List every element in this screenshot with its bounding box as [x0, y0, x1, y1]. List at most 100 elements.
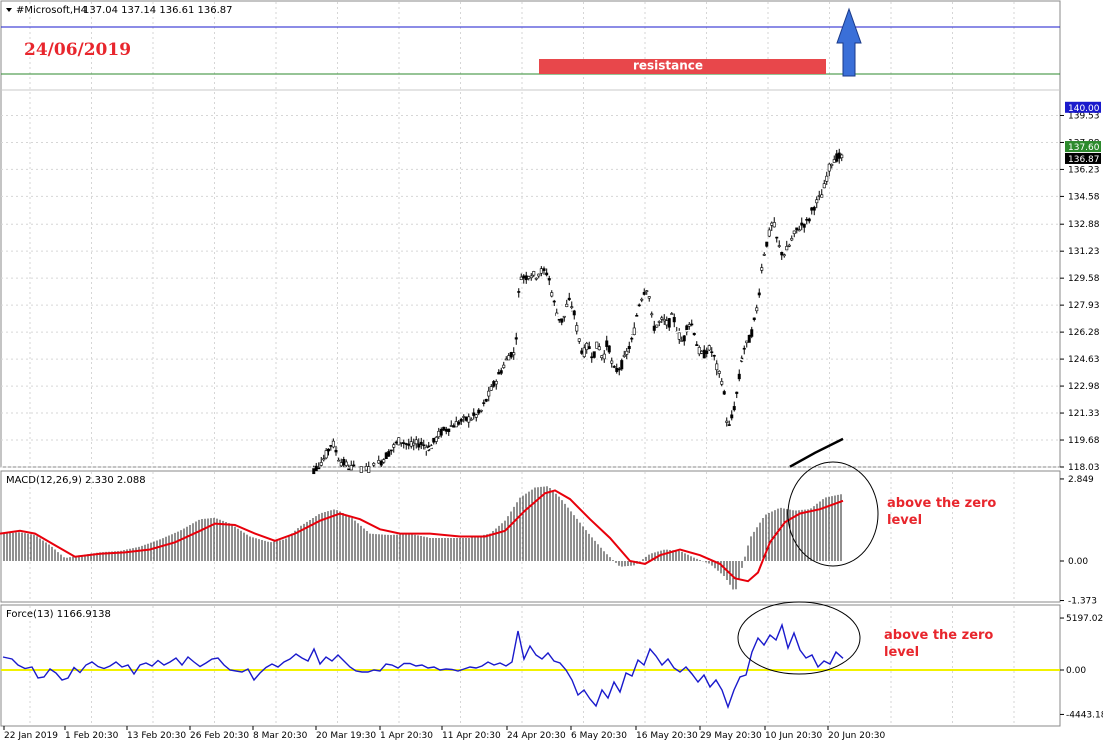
level-label-box — [1065, 101, 1101, 113]
time-axis: 22 Jan 2019 1 Feb 20:30 13 Feb 20:30 26 Feb… — [3, 726, 885, 741]
candle-body — [462, 416, 466, 418]
price-panel[interactable] — [0, 0, 1061, 468]
candle-body — [690, 323, 694, 326]
candle-body — [542, 268, 546, 271]
price-tick-label: 129.58 — [1068, 274, 1100, 284]
time-tick-label: 10 Jun 20:30 — [765, 731, 822, 741]
time-tick-label: 20 Mar 19:30 — [316, 731, 376, 741]
candle-body — [439, 429, 443, 436]
candle-body — [454, 421, 458, 428]
candle-body — [382, 459, 386, 463]
time-tick-label: 8 Mar 20:30 — [253, 731, 308, 741]
macd-annotation-line1: above the zero — [887, 496, 996, 511]
candle-body — [379, 460, 383, 466]
candle-body — [359, 466, 363, 473]
macd-panel[interactable] — [0, 470, 1061, 603]
candle-body — [715, 363, 719, 371]
candle-body — [757, 292, 761, 296]
candle-body — [322, 458, 326, 461]
candle-body — [770, 222, 774, 226]
candle-body — [792, 230, 796, 234]
time-tick-label: 1 Apr 20:30 — [380, 731, 433, 741]
candle-body — [687, 324, 691, 327]
candle-body — [334, 449, 338, 453]
candle-body — [314, 465, 318, 472]
candle-body — [524, 275, 528, 281]
price-tick-label: 127.93 — [1068, 301, 1100, 311]
candle-body — [449, 425, 453, 427]
resistance-box[interactable] — [539, 59, 826, 74]
candle-body — [560, 318, 564, 323]
dropdown-triangle-icon[interactable] — [6, 8, 12, 12]
candle-body — [497, 371, 501, 375]
candle-body — [472, 412, 476, 416]
candle-body — [620, 360, 624, 370]
price-tick-label: 118.03 — [1068, 463, 1100, 473]
candle-body — [595, 341, 599, 349]
candle-body — [647, 296, 651, 299]
candle-body — [767, 229, 771, 237]
candle-body — [752, 317, 756, 320]
chart-ohlc: 137.04 137.14 136.61 136.87 — [83, 5, 233, 16]
force-panel[interactable] — [0, 604, 1061, 727]
candle-body — [444, 428, 448, 432]
candle-body — [477, 409, 481, 414]
candle-body — [797, 229, 801, 232]
candle-body — [387, 451, 391, 457]
candle-body — [585, 342, 589, 350]
candle-body — [565, 303, 569, 307]
candle-body — [635, 315, 639, 317]
force-annotation-line2: level — [884, 645, 919, 660]
candle-body — [637, 304, 641, 307]
candle-body — [389, 449, 393, 452]
price-axis: 139.53137.88136.23134.58132.88131.23129.… — [1060, 111, 1100, 473]
candle-body — [660, 317, 664, 320]
candle-body — [735, 391, 739, 394]
candle-body — [592, 351, 596, 358]
candle-body — [517, 291, 521, 293]
candle-body — [326, 448, 330, 452]
candle-body — [810, 207, 814, 211]
candle-body — [397, 437, 401, 446]
candle-body — [392, 444, 396, 448]
candle-body — [331, 440, 335, 448]
moving-average-line — [394, 210, 844, 468]
candle-body — [412, 442, 416, 446]
candle-body — [800, 222, 804, 226]
candle-body — [467, 416, 471, 423]
candle-body — [572, 310, 576, 316]
candle-body — [482, 402, 486, 404]
candle-body — [692, 332, 696, 336]
up-arrow-icon[interactable] — [836, 7, 862, 77]
candle-body — [815, 199, 819, 204]
candle-body — [545, 272, 549, 276]
candle-body — [582, 347, 586, 357]
candle-body — [384, 452, 388, 459]
candle-body — [640, 298, 644, 301]
price-tick-label: 122.98 — [1068, 382, 1100, 392]
chart-symbol: #Microsoft,H4 — [16, 5, 87, 16]
macd-title: MACD(12,26,9) 2.330 2.088 — [6, 475, 146, 486]
candle-body — [685, 325, 689, 333]
force-highlight-ellipse — [737, 601, 861, 675]
candle-body — [720, 381, 724, 385]
force-annotation-line1: above the zero — [884, 628, 993, 643]
candle-body — [825, 175, 829, 182]
candle-body — [317, 467, 321, 470]
candle-body — [605, 340, 609, 347]
candle-body — [662, 319, 666, 322]
candle-body — [670, 313, 674, 315]
candle-body — [407, 443, 411, 446]
candle-body — [504, 358, 508, 361]
candle-body — [519, 276, 523, 281]
candle-body — [727, 424, 731, 426]
candle-body — [344, 461, 348, 466]
candle-body — [790, 238, 794, 241]
candle-body — [342, 459, 346, 466]
candle-body — [469, 418, 473, 421]
candle-body — [665, 320, 669, 326]
candle-body — [364, 466, 368, 471]
candle-body — [700, 351, 704, 354]
time-tick-label: 11 Apr 20:30 — [442, 731, 501, 741]
